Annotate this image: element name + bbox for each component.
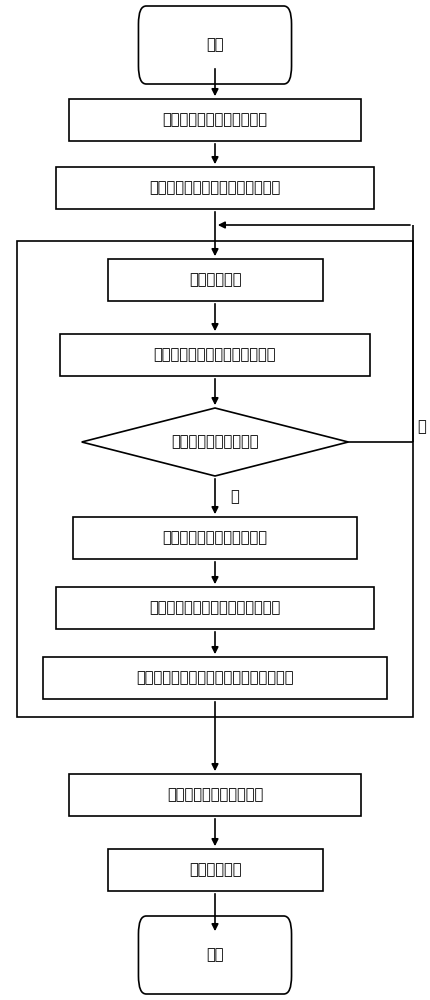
Bar bbox=[69, 774, 361, 816]
FancyBboxPatch shape bbox=[138, 6, 292, 84]
Bar bbox=[108, 259, 322, 301]
Text: 记录粒子个体及群体最优适应度: 记录粒子个体及群体最优适应度 bbox=[154, 348, 276, 362]
Text: 固定惯性权重平衡搜索能力: 固定惯性权重平衡搜索能力 bbox=[163, 530, 267, 546]
Bar bbox=[56, 167, 374, 209]
Bar bbox=[43, 657, 387, 699]
Bar bbox=[56, 587, 374, 629]
Text: 结束: 结束 bbox=[206, 948, 224, 962]
Text: 防止粒子陷入局部最优引入遗传变异机制: 防止粒子陷入局部最优引入遗传变异机制 bbox=[136, 670, 294, 686]
Text: 用参数化表示矩阵初始化粒子位置: 用参数化表示矩阵初始化粒子位置 bbox=[149, 180, 281, 196]
Text: 求得分离信号: 求得分离信号 bbox=[189, 862, 241, 878]
FancyBboxPatch shape bbox=[138, 916, 292, 994]
Text: 开始: 开始 bbox=[206, 37, 224, 52]
Bar bbox=[73, 517, 357, 559]
Bar bbox=[60, 334, 370, 376]
Polygon shape bbox=[82, 408, 348, 476]
Text: 观测信号去均值预白化处理: 观测信号去均值预白化处理 bbox=[163, 112, 267, 127]
Bar bbox=[108, 849, 322, 891]
Text: 找到最优解或迭代结束: 找到最优解或迭代结束 bbox=[171, 434, 259, 450]
Text: 是: 是 bbox=[417, 419, 426, 434]
Text: 加入二阶振荡环节增加种群多样性: 加入二阶振荡环节增加种群多样性 bbox=[149, 600, 281, 615]
Bar bbox=[17, 241, 413, 717]
Bar bbox=[69, 99, 361, 141]
Text: 输出参数即得到分离矩阵: 输出参数即得到分离矩阵 bbox=[167, 788, 263, 802]
Text: 否: 否 bbox=[230, 489, 239, 504]
Text: 计算适应度值: 计算适应度值 bbox=[189, 272, 241, 288]
